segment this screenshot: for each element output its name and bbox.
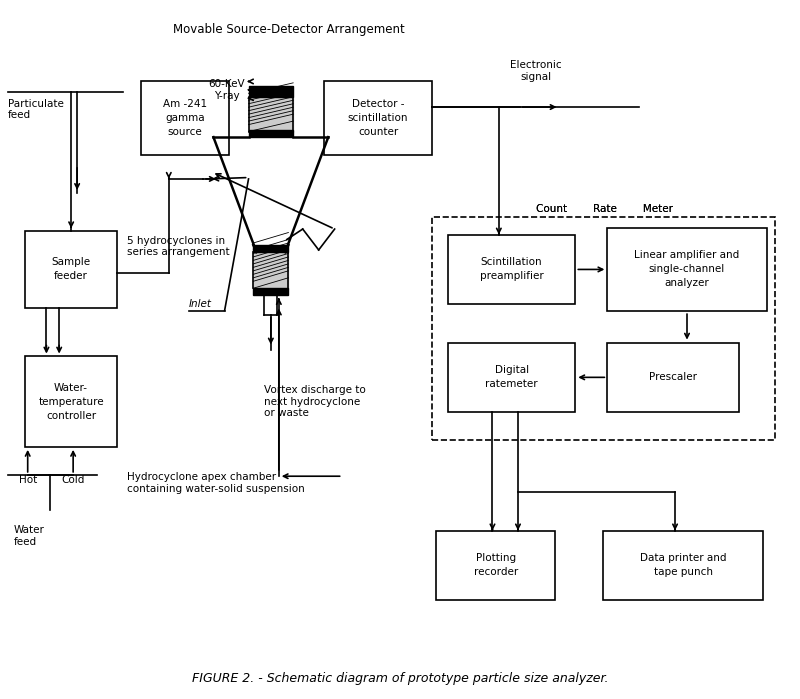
Text: Sample
feeder: Sample feeder: [51, 257, 90, 282]
Text: Prescaler: Prescaler: [649, 373, 697, 382]
Bar: [324, 82, 432, 154]
Bar: [249, 130, 293, 137]
Bar: [254, 245, 288, 252]
Bar: [26, 356, 117, 447]
Text: Count        Rate        Meter: Count Rate Meter: [535, 203, 673, 214]
Text: Data printer and
tape punch: Data printer and tape punch: [640, 554, 726, 577]
Text: Water-
temperature
controller: Water- temperature controller: [38, 383, 104, 421]
Text: Cold: Cold: [62, 475, 85, 485]
Bar: [254, 288, 288, 295]
Text: Hot: Hot: [18, 475, 37, 485]
Text: Digital
ratemeter: Digital ratemeter: [486, 366, 538, 389]
Text: Scintillation
preamplifier: Scintillation preamplifier: [480, 257, 543, 282]
Text: FIGURE 2. - Schematic diagram of prototype particle size analyzer.: FIGURE 2. - Schematic diagram of prototy…: [192, 672, 608, 684]
Text: Count        Rate        Meter: Count Rate Meter: [535, 203, 673, 214]
Text: Linear amplifier and
single-channel
analyzer: Linear amplifier and single-channel anal…: [634, 250, 740, 289]
Bar: [249, 87, 293, 97]
Bar: [436, 531, 555, 600]
Text: Water
feed: Water feed: [14, 525, 44, 547]
Text: Am -241
gamma
source: Am -241 gamma source: [162, 99, 207, 137]
Text: Electronic
signal: Electronic signal: [510, 60, 562, 82]
Bar: [607, 228, 766, 311]
Text: 60-KeV
Y-ray: 60-KeV Y-ray: [209, 79, 246, 101]
Bar: [603, 531, 762, 600]
Bar: [141, 82, 229, 154]
Bar: [254, 252, 288, 288]
Bar: [432, 217, 774, 440]
Bar: [607, 343, 739, 412]
Text: Inlet: Inlet: [189, 299, 212, 309]
Text: Vortex discharge to
next hydrocyclone
or waste: Vortex discharge to next hydrocyclone or…: [265, 385, 366, 418]
Text: Particulate
feed: Particulate feed: [8, 99, 64, 120]
Text: 5 hydrocyclones in
series arrangement: 5 hydrocyclones in series arrangement: [127, 236, 230, 257]
Text: Detector -
scintillation
counter: Detector - scintillation counter: [348, 99, 408, 137]
Bar: [448, 343, 575, 412]
Bar: [26, 231, 117, 308]
Bar: [448, 235, 575, 304]
Text: Hydrocyclone apex chamber
containing water-solid suspension: Hydrocyclone apex chamber containing wat…: [127, 473, 305, 494]
Text: Plotting
recorder: Plotting recorder: [474, 554, 518, 577]
Bar: [249, 97, 293, 131]
Text: Movable Source-Detector Arrangement: Movable Source-Detector Arrangement: [173, 23, 404, 36]
